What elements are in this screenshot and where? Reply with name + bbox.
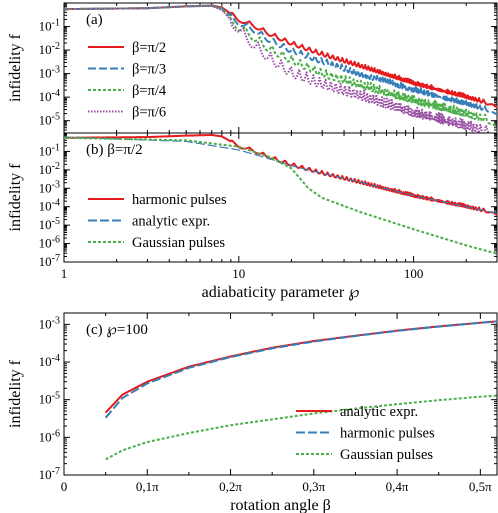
legend-label: β=π/6 — [132, 105, 166, 121]
y-tick-label: 10-6 — [39, 235, 60, 251]
y-tick-label: 10-5 — [39, 216, 60, 232]
panel-label: (b) β=π/2 — [86, 142, 143, 158]
y-tick-label: 10-6 — [39, 428, 60, 444]
legend-label: Gaussian pulses — [340, 447, 433, 463]
legend-label: Gaussian pulses — [132, 235, 225, 251]
legend-label: β=π/2 — [132, 40, 166, 56]
legend-label: analytic expr. — [132, 214, 210, 230]
x-tick-label: 0 — [61, 479, 68, 494]
series-line — [104, 320, 497, 419]
panel-label: (c) ℘=100 — [86, 322, 148, 338]
x-axis-label: rotation angle β — [230, 497, 331, 513]
y-tick-label: 10-3 — [39, 315, 60, 331]
y-tick-label: 10-5 — [39, 391, 60, 407]
x-axis-label: adiabaticity parameter ℘ — [202, 284, 360, 301]
panel-2: 10-1 10-2 10-3 10-4 10-5 10-6 10-71 10 100 infide… — [7, 132, 498, 301]
legend-label: harmonic pulses — [340, 426, 435, 442]
x-tick-label: 100 — [404, 266, 424, 281]
plot-frame — [63, 312, 498, 476]
y-tick-label: 10-2 — [39, 161, 60, 177]
panel-3: 10-3 10-4 10-5 10-6 10-70 0,1π 0,2π 0,3π 0,4π 0,5… — [7, 312, 498, 513]
series-group — [64, 4, 497, 133]
y-tick-label: 10-7 — [39, 253, 60, 269]
x-tick-label: 0,1π — [136, 479, 159, 494]
x-tick-label: 0,2π — [219, 479, 242, 494]
series-line — [64, 136, 497, 255]
x-tick-label: 0,4π — [386, 479, 409, 494]
y-tick-label: 10-5 — [39, 112, 60, 128]
series-line — [104, 320, 497, 414]
y-axis-label: infidelity f — [7, 33, 24, 102]
y-axis-label: infidelity f — [7, 359, 24, 428]
y-tick-label: 10-4 — [39, 88, 60, 104]
series-group — [64, 134, 497, 255]
plot-frame — [63, 2, 498, 134]
y-tick-label: 10-4 — [39, 353, 60, 369]
y-tick-label: 10-3 — [39, 65, 60, 81]
legend-label: analytic expr. — [340, 404, 418, 420]
series-line — [64, 4, 490, 133]
series-line — [105, 394, 497, 461]
series-line — [64, 4, 497, 127]
legend-label: harmonic pulses — [132, 192, 227, 208]
legend-label: β=π/3 — [132, 62, 166, 78]
x-tick-label: 0,5π — [469, 479, 492, 494]
x-tick-label: 0,3π — [302, 479, 325, 494]
series-group — [104, 320, 497, 461]
y-tick-label: 10-7 — [39, 466, 60, 482]
x-tick-label: 10 — [232, 266, 245, 281]
y-axis-label: infidelity f — [7, 163, 24, 232]
x-tick-label: 1 — [61, 266, 68, 281]
y-tick-label: 10-4 — [39, 198, 60, 214]
legend-label: β=π/4 — [132, 83, 167, 99]
y-tick-label: 10-3 — [39, 179, 60, 195]
panel-1: 10-1 10-2 10-3 10-4 10-5 infidelity f (a) β=π/2… — [7, 2, 498, 134]
panel-label: (a) — [86, 12, 103, 28]
y-tick-label: 10-2 — [39, 41, 60, 57]
y-tick-label: 10-1 — [39, 142, 60, 158]
y-tick-label: 10-1 — [39, 18, 60, 34]
